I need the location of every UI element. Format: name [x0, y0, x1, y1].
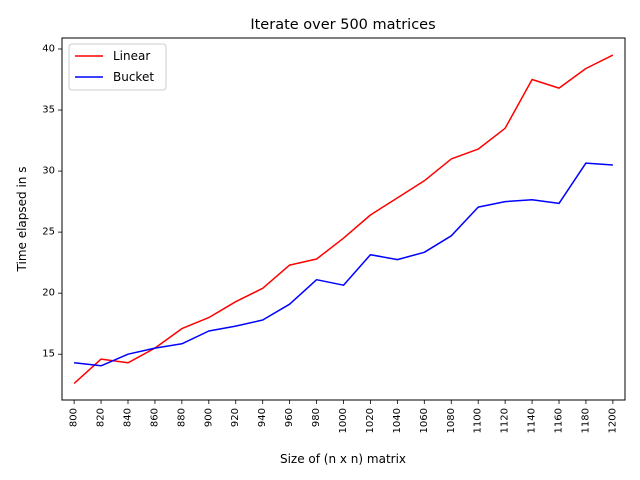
x-axis: 800 820 840 860 880 900 920 940 960 980 1000 1020 10…: [69, 400, 618, 433]
x-tick-label: 1000: [338, 408, 349, 433]
y-tick-label: 25: [42, 227, 55, 238]
legend-label-bucket: Bucket: [113, 70, 154, 84]
x-tick-label: 1140: [527, 408, 538, 433]
x-tick-label: 920: [230, 408, 241, 427]
x-tick-label: 980: [311, 408, 322, 427]
x-tick-label: 1200: [607, 408, 618, 433]
x-tick-label: 1160: [554, 408, 565, 433]
chart-title: Iterate over 500 matrices: [250, 17, 435, 33]
x-tick-label: 900: [203, 408, 214, 427]
legend: Linear Bucket: [68, 43, 167, 91]
x-tick-label: 1060: [419, 408, 430, 433]
x-tick-label: 1120: [500, 408, 511, 433]
x-tick-label: 1080: [446, 408, 457, 433]
x-tick-label: 860: [149, 408, 160, 427]
x-axis-label: Size of (n x n) matrix: [280, 452, 406, 466]
y-tick-label: 30: [42, 166, 55, 177]
series-line-bucket: [74, 162, 613, 367]
x-tick-label: 940: [257, 408, 268, 427]
x-tick-label: 1020: [365, 408, 376, 433]
legend-label-linear: Linear: [113, 49, 150, 63]
series-layer: [73, 54, 614, 385]
y-tick-label: 35: [42, 105, 55, 116]
x-tick-label: 840: [123, 408, 134, 427]
x-tick-label: 880: [176, 408, 187, 427]
x-tick-label: 800: [69, 408, 80, 427]
x-tick-label: 1100: [473, 408, 484, 433]
y-tick-label: 20: [42, 288, 55, 299]
y-axis: 15 20 25 30 35 40: [42, 43, 62, 360]
y-tick-label: 40: [42, 43, 55, 54]
y-axis-label: Time elapsed in s: [15, 167, 29, 273]
y-tick-label: 15: [42, 349, 55, 360]
x-tick-label: 1040: [392, 408, 403, 433]
x-tick-label: 960: [284, 408, 295, 427]
x-tick-label: 820: [96, 408, 107, 427]
x-tick-label: 1180: [580, 408, 591, 433]
series-line-linear: [73, 54, 614, 385]
